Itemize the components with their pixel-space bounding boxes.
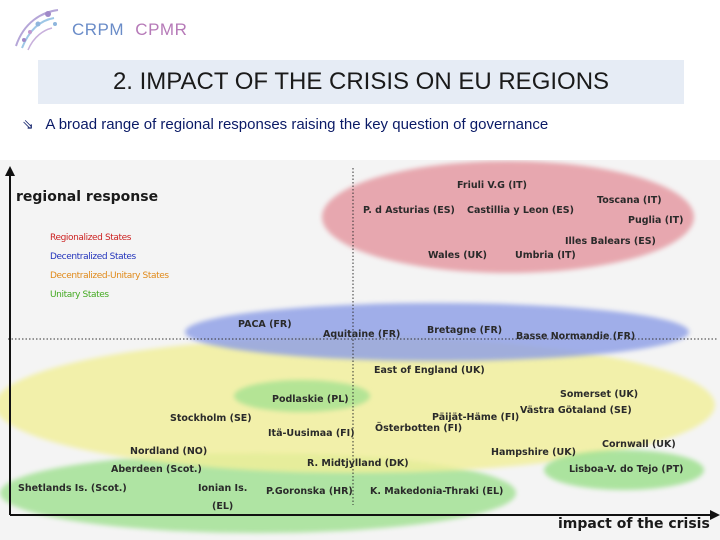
page-title: 2. IMPACT OF THE CRISIS ON EU REGIONS xyxy=(112,68,610,95)
legend-item-regionalized: Regionalized States xyxy=(50,233,132,243)
region-label: PACA (FR) xyxy=(238,319,292,330)
region-label: Puglia (IT) xyxy=(628,215,684,226)
region-label: Lisboa-V. do Tejo (PT) xyxy=(569,464,684,475)
region-label: Hampshire (UK) xyxy=(491,447,576,458)
region-label: Aquitaine (FR) xyxy=(323,329,401,340)
region-label: P.Goronska (HR) xyxy=(266,486,353,497)
region-label: Basse Normandie (FR) xyxy=(516,331,636,342)
region-label: East of England (UK) xyxy=(374,365,485,376)
region-label: Västra Götaland (SE) xyxy=(520,405,632,416)
legend-item-unitary: Unitary States xyxy=(50,290,109,300)
region-label: P. d Asturias (ES) xyxy=(363,205,455,216)
region-label: Podlaskie (PL) xyxy=(272,394,349,405)
y-axis-title: regional response xyxy=(16,189,159,205)
decentralized-ellipse xyxy=(185,303,689,361)
unitary-ellipse-left xyxy=(0,453,516,533)
logo-text-cpmr: CPMR xyxy=(135,20,188,39)
logo-emblem-icon xyxy=(15,9,59,51)
y-axis-arrowhead xyxy=(5,166,15,176)
region-label: Somerset (UK) xyxy=(560,389,639,400)
region-label: Österbotten (FI) xyxy=(375,423,463,434)
region-label: Friuli V.G (IT) xyxy=(457,180,527,191)
logo-text-crpm: CRPM xyxy=(72,20,125,39)
region-label: K. Makedonia-Thraki (EL) xyxy=(370,486,504,497)
unitary-ellipse-right xyxy=(544,450,704,490)
diagram-canvas xyxy=(0,160,720,540)
x-axis-arrowhead xyxy=(710,510,720,520)
region-label: Päijät-Häme (FI) xyxy=(432,412,520,423)
region-label: Aberdeen (Scot.) xyxy=(111,464,202,475)
region-label: R. Midtjylland (DK) xyxy=(307,458,409,469)
subtitle-line: ⇘ A broad range of regional responses ra… xyxy=(22,116,548,133)
region-label: Wales (UK) xyxy=(428,250,487,261)
arrow-bullet-icon: ⇘ xyxy=(22,116,34,132)
legend: Regionalized States Decentralized States… xyxy=(50,229,169,305)
legend-item-decentralized: Decentralized States xyxy=(50,252,136,262)
region-label: Nordland (NO) xyxy=(130,446,208,457)
x-axis-title: impact of the crisis xyxy=(558,516,710,532)
region-label: Umbria (IT) xyxy=(515,250,576,261)
region-label: Castillia y Leon (ES) xyxy=(467,205,574,216)
regionalized-ellipse xyxy=(322,161,694,273)
regional-response-diagram: regional response impact of the crisis R… xyxy=(0,160,720,540)
cpmr-logo: CRPM CPMR xyxy=(8,2,188,54)
subtitle-text: A broad range of regional responses rais… xyxy=(45,116,549,133)
region-label: Illes Balears (ES) xyxy=(565,236,656,247)
legend-item-decentralized-unitary: Decentralized-Unitary States xyxy=(50,271,169,281)
region-label: Toscana (IT) xyxy=(597,195,662,206)
region-label: Ionian Is. xyxy=(198,483,248,494)
region-label: Bretagne (FR) xyxy=(427,325,503,336)
unitary-ellipse-mid xyxy=(234,380,370,412)
region-label: (EL) xyxy=(212,501,234,512)
region-label: Itä-Uusimaa (FI) xyxy=(268,428,355,439)
region-label: Shetlands Is. (Scot.) xyxy=(18,483,127,494)
region-label: Cornwall (UK) xyxy=(602,439,676,450)
title-banner: 2. IMPACT OF THE CRISIS ON EU REGIONS xyxy=(38,60,684,104)
region-label: Stockholm (SE) xyxy=(170,413,252,424)
